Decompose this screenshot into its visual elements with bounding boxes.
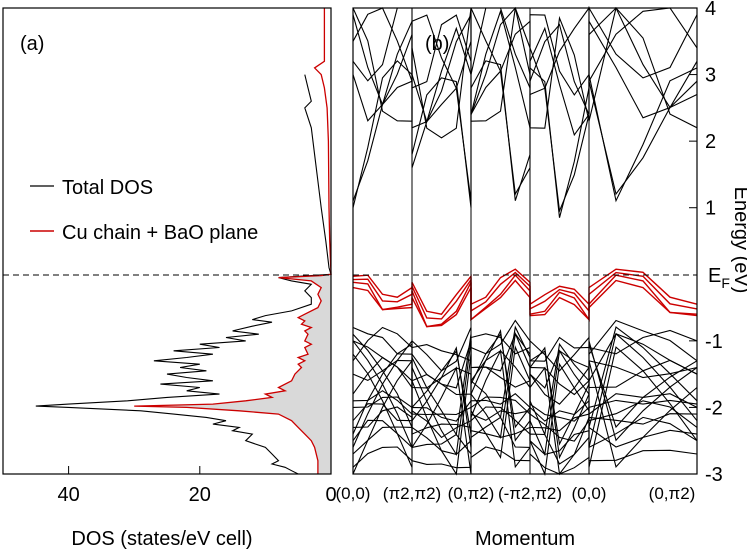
energy-tick-label: -2 xyxy=(705,397,723,419)
energy-tick-label: 4 xyxy=(705,0,716,20)
energy-tick-label: 3 xyxy=(705,65,716,87)
cu-chain-band-line xyxy=(352,271,698,320)
k-point-labels: (0,0) (π2,π2) (0,π2) (-π2,π2) (0,0) (0,π2) xyxy=(336,484,696,503)
band-line xyxy=(352,400,698,439)
legend-cu-chain-label: Cu chain + BaO plane xyxy=(62,222,258,244)
band-line xyxy=(352,9,698,137)
cu-chain-bao-plane-line xyxy=(134,8,332,474)
dos-x-tick-label: 40 xyxy=(57,484,79,506)
k-point-label: (0,π2) xyxy=(448,484,495,503)
k-point-label: (-π2,π2) xyxy=(498,484,562,503)
k-point-label: (0,0) xyxy=(572,484,607,503)
energy-tick-label: 1 xyxy=(705,198,716,220)
energy-tick-label: 2 xyxy=(705,131,716,153)
band-frame xyxy=(352,7,698,475)
panel-b-label: (b) xyxy=(425,33,449,55)
k-point-label: (0,0) xyxy=(336,484,371,503)
cu-chain-band-line xyxy=(352,279,698,328)
dos-frame xyxy=(2,7,332,475)
band-line xyxy=(352,6,698,139)
energy-tick-label: -3 xyxy=(705,464,723,486)
fermi-level-label: EF xyxy=(708,265,730,291)
legend: Total DOS Cu chain + BaO plane xyxy=(30,177,258,244)
cu-chain-band-line xyxy=(352,274,698,328)
cu-chain-fill-area xyxy=(134,274,331,474)
band-lines xyxy=(352,5,698,477)
momentum-axis-label: Momentum xyxy=(475,528,575,550)
band-line xyxy=(352,69,698,214)
band-line xyxy=(352,396,698,422)
dos-x-axis-label: DOS (states/eV cell) xyxy=(71,528,252,550)
panel-a-label: (a) xyxy=(20,33,44,55)
dos-x-tick-label: 20 xyxy=(189,484,211,506)
total-dos-line xyxy=(35,74,332,475)
energy-axis-label: Energy (eV) xyxy=(730,187,747,294)
legend-total-dos-label: Total DOS xyxy=(62,177,153,199)
dos-x-ticks: 40 20 0 xyxy=(57,466,337,506)
k-point-lines xyxy=(411,8,590,474)
k-point-label: (π2,π2) xyxy=(383,484,441,503)
k-point-label: (0,π2) xyxy=(649,484,696,503)
energy-ticks: 4 3 2 1 -1 -2 -3 xyxy=(689,0,723,486)
energy-tick-label: -1 xyxy=(705,331,723,353)
band-line xyxy=(352,446,698,475)
dos-panel: 40 20 0 (a) Total DOS Cu chain + BaO plane… xyxy=(2,7,337,550)
dos-x-tick-label: 0 xyxy=(325,484,336,506)
